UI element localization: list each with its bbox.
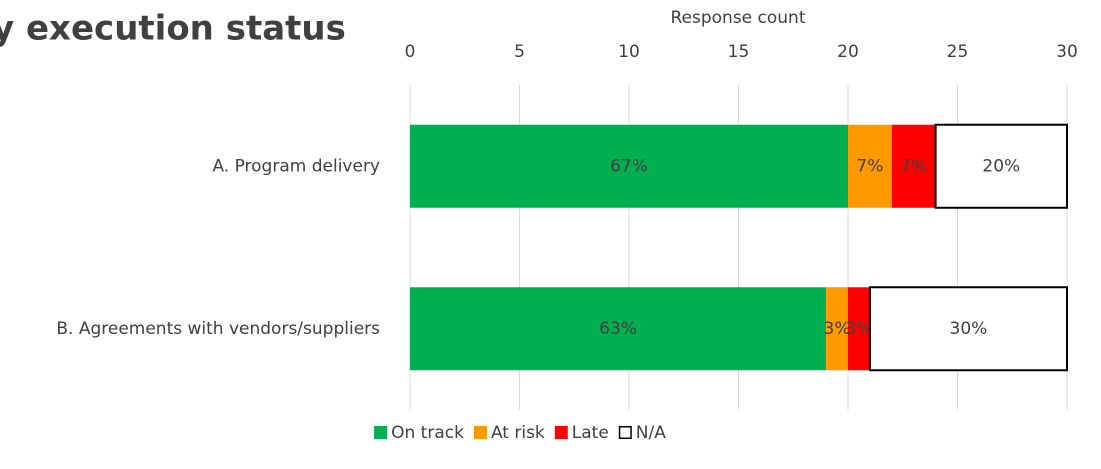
x-tick-label: 20 [837, 42, 859, 62]
x-tick-label: 0 [405, 42, 416, 62]
data-label: 30% [950, 319, 988, 339]
bar-segment [826, 287, 848, 371]
data-label: 20% [982, 156, 1020, 176]
data-label: 3% [845, 319, 872, 339]
bar-segment [410, 124, 848, 208]
bar-segment [868, 286, 1069, 372]
y-tick-label: A. Program delivery [212, 156, 380, 176]
x-tick-label: 25 [947, 42, 969, 62]
data-label: 3% [824, 319, 851, 339]
x-tick-label: 30 [1056, 42, 1078, 62]
legend-label: On track [391, 423, 464, 443]
bar-segment [934, 123, 1068, 209]
x-tick-label: 5 [514, 42, 525, 62]
legend-swatch [374, 426, 388, 439]
data-label: 7% [900, 156, 927, 176]
bar-segment [410, 287, 827, 371]
x-tick-label: 15 [728, 42, 750, 62]
data-label: 7% [856, 156, 883, 176]
x-axis-label: Response count [670, 8, 805, 28]
legend-label: N/A [636, 423, 666, 443]
legend-swatch [618, 426, 632, 439]
legend-label: At risk [491, 423, 545, 443]
data-label: 67% [610, 156, 648, 176]
bar-segment [848, 124, 892, 208]
legend-swatch [554, 426, 568, 439]
bar-segment [891, 124, 936, 208]
bar-segment [848, 287, 870, 371]
chart-title: y execution status [0, 9, 346, 49]
data-label: 63% [599, 319, 637, 339]
y-tick-label: B. Agreements with vendors/suppliers [56, 319, 380, 339]
x-tick-label: 10 [618, 42, 640, 62]
legend-swatch [473, 426, 487, 439]
legend-label: Late [572, 423, 609, 443]
